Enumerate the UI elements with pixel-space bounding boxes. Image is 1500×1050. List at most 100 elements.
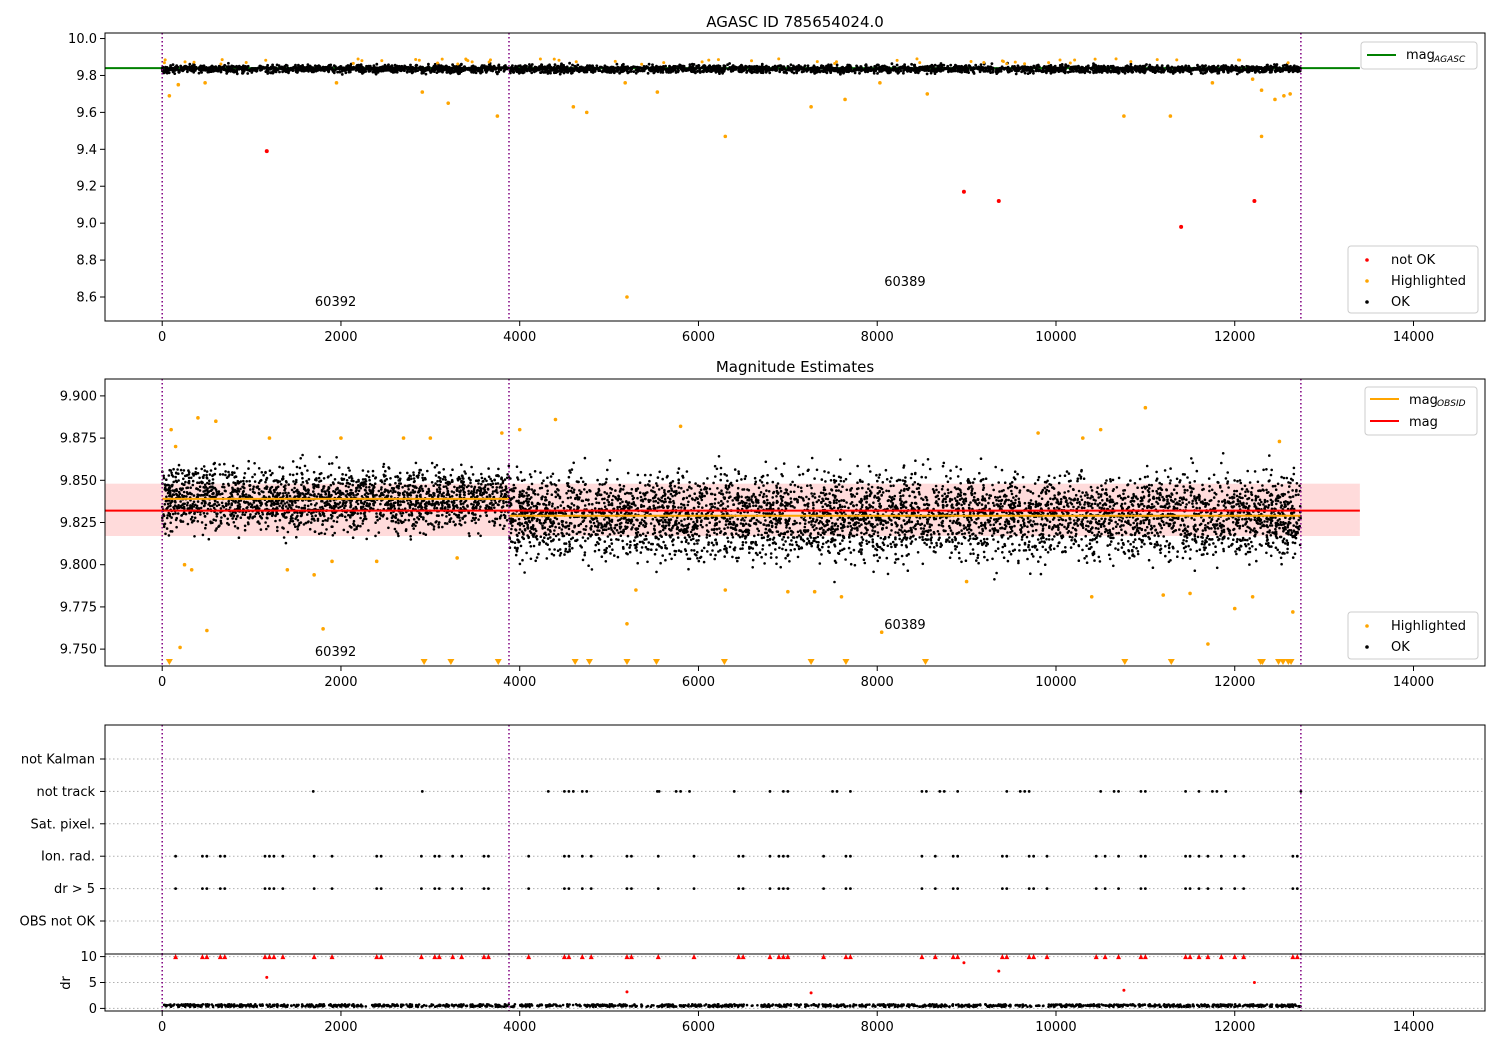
ok-point xyxy=(593,66,597,70)
ok-point xyxy=(615,67,619,71)
ok-point xyxy=(285,501,289,504)
ok-point xyxy=(1254,70,1257,74)
ok-point xyxy=(175,525,178,529)
ok-point xyxy=(1202,64,1205,68)
ok-point xyxy=(958,69,961,73)
ok-point xyxy=(441,506,444,510)
ok-point xyxy=(431,66,434,70)
ok-point xyxy=(497,70,501,74)
ok-point xyxy=(427,511,430,515)
ok-point xyxy=(224,470,227,473)
ok-point xyxy=(287,483,291,486)
ok-point xyxy=(806,68,810,72)
ok-point xyxy=(1276,68,1280,71)
highlighted-point xyxy=(538,57,542,61)
ok-point xyxy=(166,502,170,506)
ok-point xyxy=(246,506,249,509)
ok-point xyxy=(336,70,339,74)
ok-point xyxy=(186,70,189,74)
ok-point xyxy=(369,506,373,510)
ok-point xyxy=(345,518,348,522)
ok-point xyxy=(244,493,248,496)
ok-point xyxy=(690,68,694,71)
highlighted-point xyxy=(1259,134,1264,139)
ok-point xyxy=(940,68,944,72)
ok-point xyxy=(367,475,371,479)
ok-point xyxy=(327,69,330,73)
ok-point xyxy=(902,71,905,75)
ok-point xyxy=(415,66,418,70)
ok-point xyxy=(276,68,280,72)
ok-point xyxy=(514,64,517,68)
highlighted-point xyxy=(584,110,589,115)
ok-point xyxy=(1199,69,1202,73)
ok-point xyxy=(792,71,796,75)
ok-point xyxy=(1013,66,1016,69)
ok-point xyxy=(774,69,778,72)
ok-point xyxy=(314,514,318,517)
ok-point xyxy=(301,453,304,457)
ok-point xyxy=(333,478,337,481)
ok-point xyxy=(278,504,281,508)
ok-point xyxy=(788,66,791,70)
ok-point xyxy=(1148,65,1152,69)
ok-point xyxy=(293,523,296,526)
ok-point xyxy=(365,474,369,477)
ok-point xyxy=(330,462,334,465)
ok-point xyxy=(211,521,214,524)
highlighted-point xyxy=(417,58,421,62)
ok-point xyxy=(509,66,513,69)
ok-point xyxy=(1036,63,1040,67)
ok-point xyxy=(177,490,181,494)
y-tick-label: 9.4 xyxy=(76,143,97,158)
ok-point xyxy=(839,72,842,76)
ok-point xyxy=(812,64,816,68)
ok-point xyxy=(530,71,534,75)
ok-point xyxy=(172,480,175,484)
ok-point xyxy=(204,526,207,530)
highlighted-point xyxy=(662,61,666,65)
ok-point xyxy=(563,69,566,72)
ok-point xyxy=(940,63,944,67)
ok-point xyxy=(876,63,879,67)
ok-point xyxy=(695,66,698,70)
ok-point xyxy=(1283,67,1286,71)
ok-point xyxy=(371,474,375,478)
ok-point xyxy=(295,465,299,469)
ok-point xyxy=(235,69,239,72)
ok-point xyxy=(708,64,712,67)
ok-point xyxy=(459,489,463,492)
ok-point xyxy=(184,64,188,68)
ok-point xyxy=(518,64,522,68)
ok-point xyxy=(1187,68,1191,72)
ok-point xyxy=(436,495,440,499)
ok-point xyxy=(1025,68,1029,71)
ok-point xyxy=(362,512,366,515)
ok-point xyxy=(278,518,282,522)
ok-point xyxy=(259,64,262,68)
ok-point xyxy=(713,68,717,72)
ok-point xyxy=(1166,69,1170,73)
ok-point xyxy=(963,66,967,70)
ok-point xyxy=(314,66,318,70)
ok-point xyxy=(168,491,172,495)
ok-point xyxy=(895,63,899,67)
ok-point xyxy=(1057,70,1061,73)
ok-point xyxy=(841,69,844,73)
ok-point xyxy=(742,68,746,71)
ok-point xyxy=(378,67,381,71)
ok-point xyxy=(201,64,205,68)
ok-point xyxy=(451,468,454,472)
ok-point xyxy=(422,532,425,535)
ok-point xyxy=(991,70,995,74)
ok-point xyxy=(1192,66,1195,70)
ok-point xyxy=(426,469,429,473)
highlighted-point xyxy=(834,60,838,64)
ok-point xyxy=(481,64,485,68)
ok-point xyxy=(670,68,674,72)
ok-point xyxy=(851,69,855,73)
ok-point xyxy=(295,505,298,508)
ok-point xyxy=(291,500,294,503)
ok-point xyxy=(244,67,248,71)
ok-point xyxy=(432,528,436,531)
